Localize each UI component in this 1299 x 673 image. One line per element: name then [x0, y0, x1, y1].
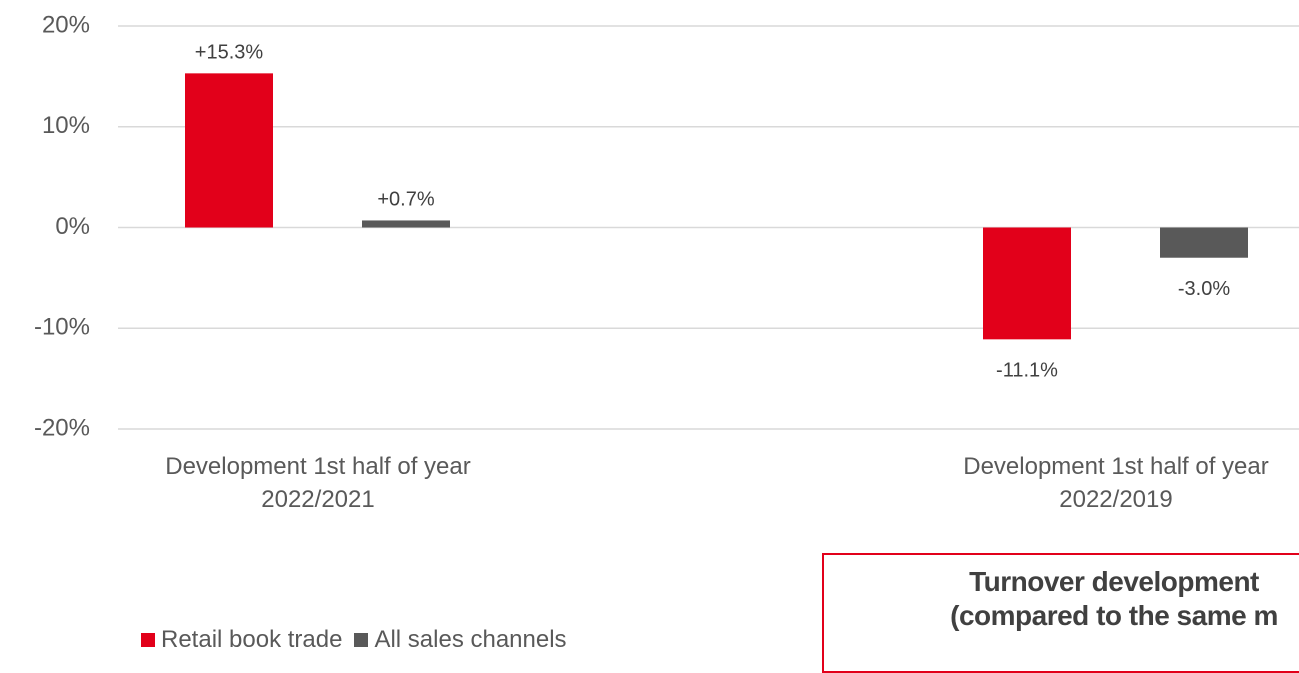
- annotation-box: Turnover development (compared to the sam…: [822, 553, 1299, 673]
- legend: Retail book trade All sales channels: [141, 626, 579, 654]
- legend-swatch: [354, 633, 369, 647]
- bar: [362, 220, 450, 228]
- y-tick-label: -20%: [34, 414, 90, 441]
- data-label: +15.3%: [195, 42, 264, 64]
- legend-swatch: [141, 633, 155, 647]
- y-tick-label: 0%: [55, 213, 90, 240]
- y-tick-label: 10%: [42, 112, 90, 139]
- annotation: Turnover development (compared to the sam…: [824, 555, 1299, 633]
- y-tick-label: 20%: [42, 11, 90, 38]
- legend-item: Retail book trade: [141, 626, 342, 654]
- bar: [185, 73, 273, 228]
- legend-item: All sales channels: [354, 626, 567, 654]
- annotation-line: (compared to the same m: [950, 600, 1278, 631]
- page: {"chart_data": { "type": "bar", "categor…: [33, 11, 1299, 673]
- y-tick-label: -10%: [34, 314, 90, 341]
- data-label: -3.0%: [1178, 278, 1230, 300]
- bar: [983, 227, 1071, 340]
- chart: -20% -10% 0% 10% 20% +15.3% +0.7% -11.1% -3.0%: [34, 11, 1299, 441]
- x-tick-label: Development 1st half of year 2022/2021: [165, 453, 471, 513]
- x-tick-label: Development 1st half of year 2022/2019: [963, 453, 1269, 513]
- legend-label: Retail book trade: [161, 626, 343, 653]
- annotation-line: Turnover development: [969, 566, 1259, 597]
- data-label: +0.7%: [377, 189, 434, 211]
- data-label: -11.1%: [996, 360, 1058, 382]
- bar: [1160, 227, 1248, 258]
- legend-label: All sales channels: [374, 626, 567, 653]
